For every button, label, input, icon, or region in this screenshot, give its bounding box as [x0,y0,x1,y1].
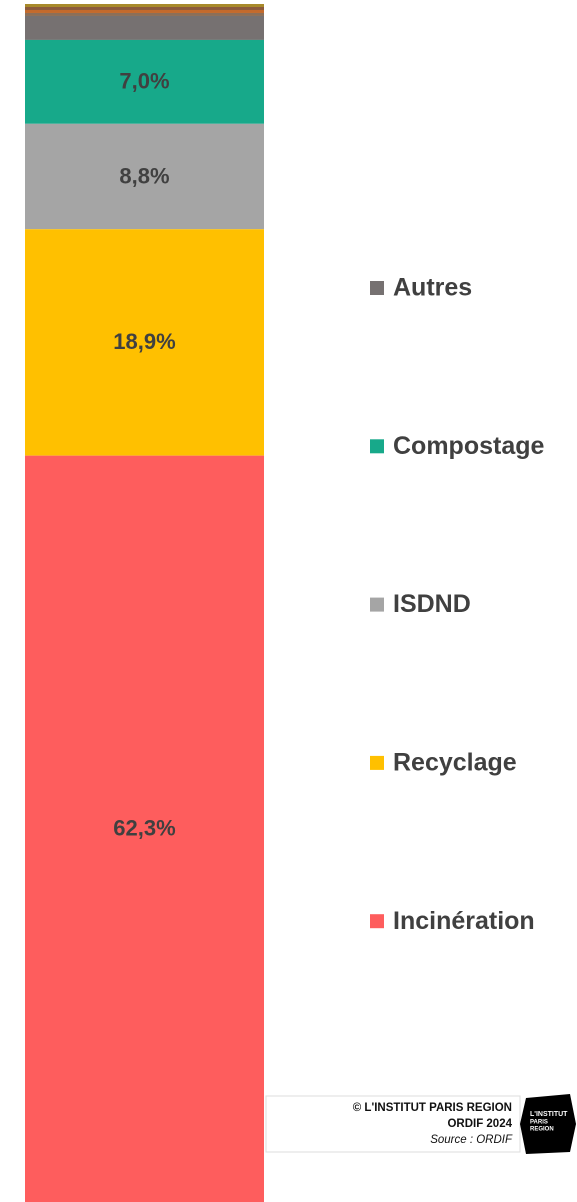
logo-text: L'INSTITUT [530,1111,568,1118]
legend-swatch [370,914,384,929]
bar-segment [25,9,264,13]
bar-segment [25,12,264,16]
credit-edition: ORDIF 2024 [447,1118,512,1130]
logo-text: REGION [530,1127,554,1133]
legend-swatch [370,281,384,295]
legend-label: Recyclage [393,749,517,777]
data-label: 18,9% [113,329,175,354]
credit-box [265,1095,521,1153]
data-label: 8,8% [119,163,169,188]
bar-segment [25,39,264,124]
logo [520,1094,576,1154]
bar-segment [25,229,264,456]
legend-swatch [370,597,384,612]
legend-label: ISDND [393,590,471,618]
bar-segment [25,6,264,10]
legend-swatch [370,755,384,770]
data-label: 7,0% [119,69,169,94]
legend-label: Compostage [393,432,545,460]
data-label: 62,3% [113,816,175,841]
logo-text: PARIS [530,1120,548,1126]
bar-segment [25,15,264,40]
bar-segment [25,455,264,1202]
bar-segment [25,4,264,7]
bar-segment [25,123,264,230]
credit-copyright: © L'INSTITUT PARIS REGION [353,1102,512,1114]
credit-source: Source : ORDIF [430,1134,513,1146]
legend-label: Incinération [393,907,535,935]
legend-label: Autres [393,274,472,302]
legend-swatch [370,439,384,454]
